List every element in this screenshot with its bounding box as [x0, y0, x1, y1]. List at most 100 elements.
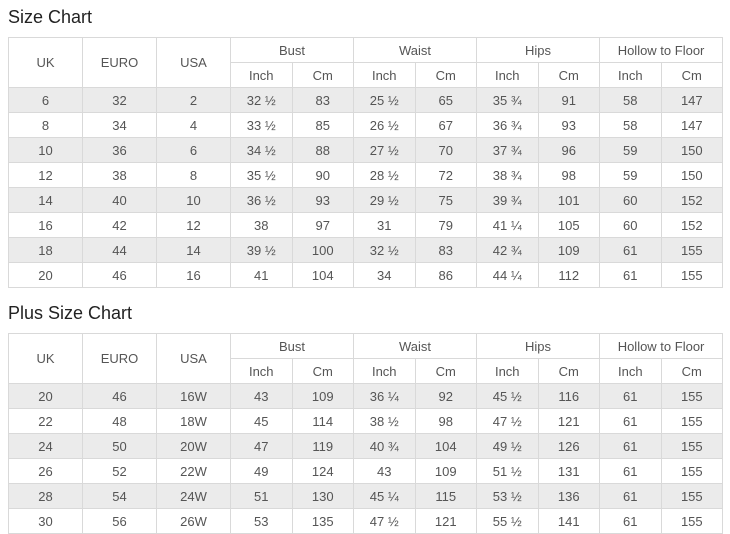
table-cell: 28 ½ — [353, 162, 416, 188]
column-header: USA — [156, 37, 231, 88]
table-cell: 75 — [414, 187, 478, 213]
table-cell: 61 — [599, 408, 662, 434]
table-cell: 12 — [8, 162, 83, 188]
table-row: 10 36 6 34 ½ 88 27 ½ 70 37 ¾ 96 59 150 — [8, 137, 724, 163]
table-cell: 16 — [156, 262, 231, 288]
table-cell: 24 — [8, 433, 83, 459]
unit-header: Cm — [291, 62, 355, 88]
table-cell: 14 — [156, 237, 231, 263]
table-row: 8 34 4 33 ½ 85 26 ½ 67 36 ¾ 93 58 147 — [8, 112, 724, 138]
size-chart-table: UK EURO USA Bust Waist Hips Hollow to Floor Inc… — [8, 37, 724, 288]
table-cell: 114 — [291, 408, 355, 434]
table-cell: 10 — [8, 137, 83, 163]
table-cell: 49 — [230, 458, 293, 484]
column-header: UK — [8, 37, 83, 88]
unit-header: Cm — [537, 358, 601, 384]
table-cell: 109 — [291, 383, 355, 409]
table-cell: 47 ½ — [476, 408, 539, 434]
column-group-header: Waist — [353, 37, 478, 63]
header-row-units: Inch Cm Inch Cm Inch Cm Inch Cm — [9, 62, 724, 88]
table-cell: 32 — [82, 87, 157, 113]
table-cell: 100 — [291, 237, 355, 263]
table-cell: 34 ½ — [230, 137, 293, 163]
table-row: 16 42 12 38 97 31 79 41 ¼ 105 60 152 — [8, 212, 724, 238]
table-cell: 34 — [82, 112, 157, 138]
table-cell: 45 ¼ — [353, 483, 416, 509]
unit-header: Inch — [599, 358, 662, 384]
table-cell: 20 — [8, 383, 83, 409]
table-cell: 104 — [291, 262, 355, 288]
table-cell: 79 — [414, 212, 478, 238]
table-cell: 109 — [537, 237, 601, 263]
table-cell: 47 — [230, 433, 293, 459]
table-cell: 52 — [82, 458, 157, 484]
table-cell: 20W — [156, 433, 231, 459]
table-cell: 38 — [82, 162, 157, 188]
table-cell: 14 — [8, 187, 83, 213]
table-cell: 155 — [660, 383, 724, 409]
column-group-header: Waist — [353, 333, 478, 359]
table-cell: 58 — [599, 87, 662, 113]
table-cell: 31 — [353, 212, 416, 238]
table-cell: 44 — [82, 237, 157, 263]
column-group-header: Bust — [229, 333, 355, 359]
table-cell: 18W — [156, 408, 231, 434]
table-cell: 121 — [537, 408, 601, 434]
table-cell: 6 — [8, 87, 83, 113]
table-cell: 92 — [414, 383, 478, 409]
table-cell: 41 — [230, 262, 293, 288]
table-cell: 135 — [291, 508, 355, 534]
table-cell: 90 — [291, 162, 355, 188]
table-cell: 98 — [537, 162, 601, 188]
table-cell: 88 — [291, 137, 355, 163]
table-cell: 61 — [599, 383, 662, 409]
column-header: UK — [8, 333, 83, 384]
table-cell: 109 — [414, 458, 478, 484]
table-cell: 58 — [599, 112, 662, 138]
table-cell: 36 — [82, 137, 157, 163]
table-cell: 32 ½ — [353, 237, 416, 263]
table-cell: 91 — [537, 87, 601, 113]
table-cell: 147 — [660, 87, 724, 113]
column-header: USA — [156, 333, 231, 384]
table-cell: 54 — [82, 483, 157, 509]
table-cell: 35 ¾ — [476, 87, 539, 113]
table-cell: 130 — [291, 483, 355, 509]
table-cell: 35 ½ — [230, 162, 293, 188]
table-row: 18 44 14 39 ½ 100 32 ½ 83 42 ¾ 109 61 155 — [8, 237, 724, 263]
unit-header: Inch — [230, 62, 293, 88]
unit-header: Inch — [476, 358, 539, 384]
size-chart-title: Size Chart — [8, 7, 93, 27]
table-cell: 93 — [291, 187, 355, 213]
table-cell: 150 — [660, 137, 724, 163]
unit-header: Inch — [476, 62, 539, 88]
table-cell: 10 — [156, 187, 231, 213]
table-cell: 155 — [660, 458, 724, 484]
table-cell: 24W — [156, 483, 231, 509]
table-cell: 53 ½ — [476, 483, 539, 509]
table-cell: 51 ½ — [476, 458, 539, 484]
table-cell: 59 — [599, 137, 662, 163]
column-header: EURO — [82, 37, 157, 88]
table-cell: 28 — [8, 483, 83, 509]
table-cell: 155 — [660, 408, 724, 434]
table-row: 24 50 20W 47 119 40 ¾ 104 49 ½ 126 61 155 — [8, 433, 724, 459]
table-cell: 38 — [230, 212, 293, 238]
table-cell: 61 — [599, 433, 662, 459]
table-cell: 34 — [353, 262, 416, 288]
table-cell: 8 — [156, 162, 231, 188]
table-cell: 136 — [537, 483, 601, 509]
table-cell: 152 — [660, 187, 724, 213]
table-cell: 43 — [353, 458, 416, 484]
table-cell: 131 — [537, 458, 601, 484]
table-cell: 32 ½ — [230, 87, 293, 113]
table-cell: 48 — [82, 408, 157, 434]
plus-size-chart-title: Plus Size Chart — [8, 303, 133, 323]
table-cell: 46 — [82, 383, 157, 409]
table-cell: 155 — [660, 237, 724, 263]
table-cell: 155 — [660, 433, 724, 459]
table-cell: 150 — [660, 162, 724, 188]
table-cell: 96 — [537, 137, 601, 163]
table-cell: 16 — [8, 212, 83, 238]
column-group-header: Bust — [229, 37, 355, 63]
